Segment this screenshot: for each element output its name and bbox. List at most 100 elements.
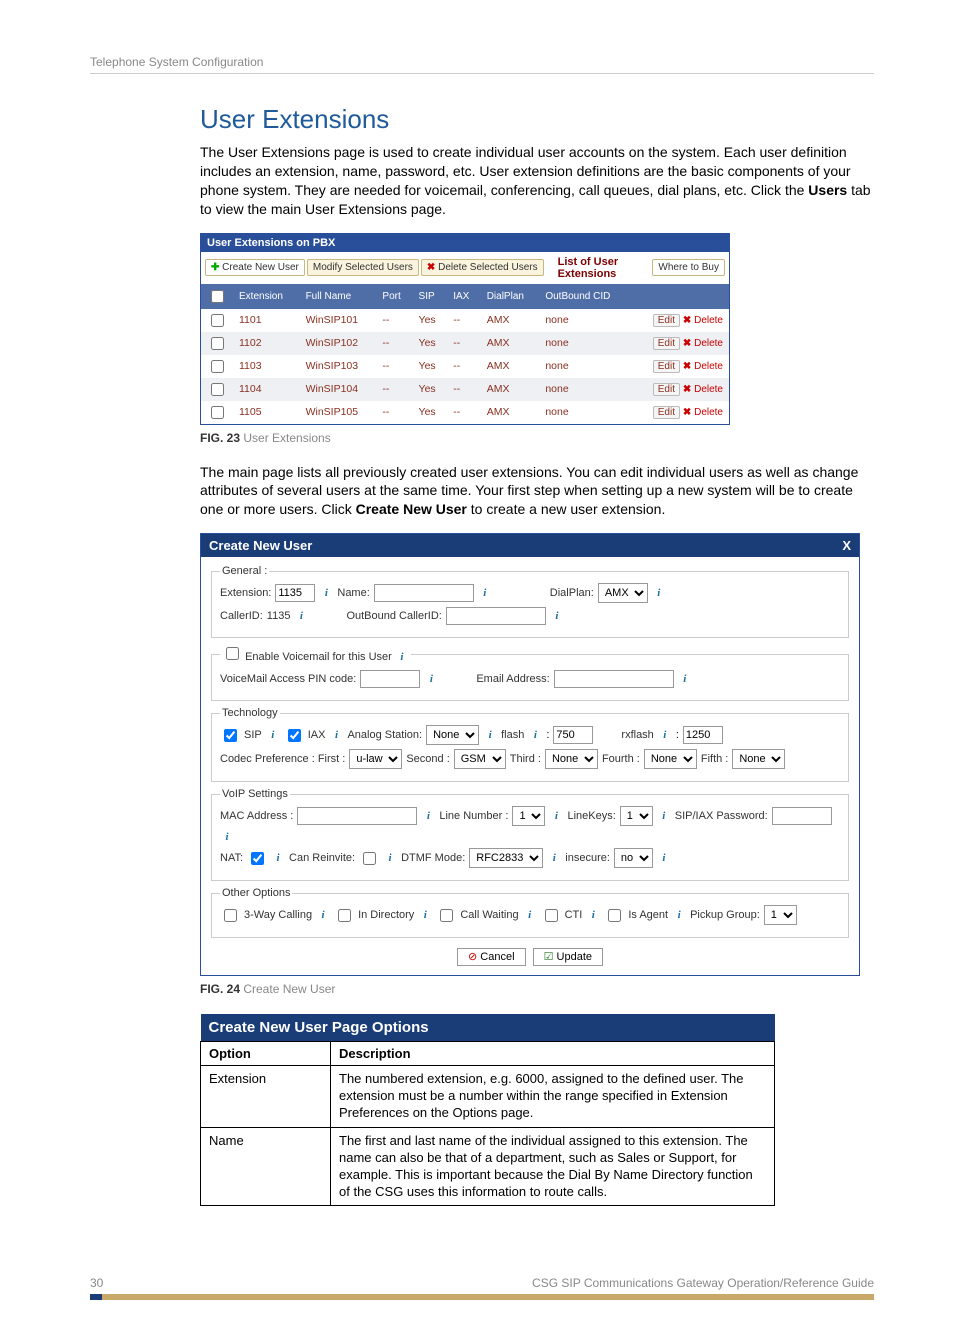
- outbound-cid-input[interactable]: [446, 607, 546, 625]
- codec2-select[interactable]: GSM: [454, 749, 506, 769]
- info-icon[interactable]: i: [294, 609, 308, 623]
- delete-button[interactable]: ✖ Delete: [683, 361, 723, 372]
- create-new-user-button[interactable]: ✚ Create New User: [205, 259, 305, 276]
- linenum-select[interactable]: 1: [512, 806, 545, 826]
- nat-checkbox[interactable]: [251, 852, 264, 865]
- cti-checkbox[interactable]: [545, 909, 558, 922]
- name-input[interactable]: [374, 584, 474, 602]
- dialplan-select[interactable]: AMX: [598, 583, 648, 603]
- doc-title-footer: CSG SIP Communications Gateway Operation…: [532, 1276, 874, 1290]
- rxflash-input[interactable]: [683, 726, 723, 744]
- edit-button[interactable]: Edit: [653, 314, 680, 327]
- pickup-label: Pickup Group:: [690, 909, 760, 921]
- update-button[interactable]: ☑ Update: [533, 948, 603, 966]
- cell-cid: none: [539, 309, 631, 332]
- options-table-title: Create New User Page Options: [201, 1014, 775, 1042]
- info-icon[interactable]: i: [418, 908, 432, 922]
- row-checkbox[interactable]: [211, 406, 224, 419]
- mac-input[interactable]: [297, 807, 417, 825]
- info-icon[interactable]: i: [266, 728, 280, 742]
- linekeys-select[interactable]: 1: [620, 806, 653, 826]
- delete-button[interactable]: ✖ Delete: [683, 407, 723, 418]
- info-icon[interactable]: i: [652, 586, 666, 600]
- info-icon[interactable]: i: [547, 851, 561, 865]
- dtmf-select[interactable]: RFC2833: [469, 848, 543, 868]
- insecure-select[interactable]: no: [614, 848, 653, 868]
- isagent-checkbox[interactable]: [608, 909, 621, 922]
- page-footer: 30 CSG SIP Communications Gateway Operat…: [90, 1276, 874, 1290]
- cell-name: WinSIP105: [300, 401, 377, 424]
- dialog-close-button[interactable]: X: [842, 538, 851, 553]
- row-checkbox[interactable]: [211, 314, 224, 327]
- extension-input[interactable]: [275, 584, 315, 602]
- delete-selected-button[interactable]: ✖ Delete Selected Users: [421, 259, 544, 276]
- info-icon[interactable]: i: [658, 728, 672, 742]
- enable-voicemail-checkbox[interactable]: [226, 647, 239, 660]
- email-input[interactable]: [554, 670, 674, 688]
- cancel-button[interactable]: ⊘ Cancel: [457, 948, 526, 966]
- select-all-checkbox[interactable]: [211, 290, 224, 303]
- delete-button[interactable]: ✖ Delete: [683, 384, 723, 395]
- info-icon[interactable]: i: [523, 908, 537, 922]
- info-icon[interactable]: i: [586, 908, 600, 922]
- info-icon[interactable]: i: [672, 908, 686, 922]
- iax-checkbox[interactable]: [288, 729, 301, 742]
- row-checkbox[interactable]: [211, 337, 224, 350]
- opt-name: Extension: [201, 1066, 331, 1128]
- cti-label: CTI: [565, 909, 583, 921]
- info-icon[interactable]: i: [657, 851, 671, 865]
- nat-label: NAT:: [220, 852, 243, 864]
- info-icon[interactable]: i: [271, 851, 285, 865]
- info-icon[interactable]: i: [528, 728, 542, 742]
- info-icon[interactable]: i: [549, 809, 563, 823]
- delete-button[interactable]: ✖ Delete: [683, 315, 723, 326]
- callwaiting-label: Call Waiting: [460, 909, 518, 921]
- info-icon[interactable]: i: [657, 809, 671, 823]
- cell-dp: AMX: [481, 309, 540, 332]
- edit-button[interactable]: Edit: [653, 383, 680, 396]
- info-icon[interactable]: i: [483, 728, 497, 742]
- voicemail-fieldset: Enable Voicemail for this User i VoiceMa…: [211, 644, 849, 701]
- codec4-select[interactable]: None: [644, 749, 697, 769]
- col-checkbox[interactable]: [201, 284, 233, 309]
- where-to-buy-button[interactable]: Where to Buy: [652, 259, 725, 276]
- info-icon[interactable]: i: [395, 650, 409, 664]
- cell-name: WinSIP101: [300, 309, 377, 332]
- info-icon[interactable]: i: [421, 809, 435, 823]
- row-checkbox[interactable]: [211, 360, 224, 373]
- modify-selected-button[interactable]: Modify Selected Users: [307, 259, 419, 276]
- vm-pin-input[interactable]: [360, 670, 420, 688]
- edit-button[interactable]: Edit: [653, 360, 680, 373]
- info-icon[interactable]: i: [550, 609, 564, 623]
- codec-third-label: Third :: [510, 753, 541, 765]
- edit-button[interactable]: Edit: [653, 337, 680, 350]
- section-heading: User Extensions: [200, 104, 874, 135]
- info-icon[interactable]: i: [424, 672, 438, 686]
- codec1-select[interactable]: u-law: [349, 749, 402, 769]
- edit-button[interactable]: Edit: [653, 406, 680, 419]
- cell-name: WinSIP103: [300, 355, 377, 378]
- cell-ext: 1102: [233, 332, 300, 355]
- info-icon[interactable]: i: [478, 586, 492, 600]
- pickup-select[interactable]: 1: [764, 905, 797, 925]
- info-icon[interactable]: i: [329, 728, 343, 742]
- info-icon[interactable]: i: [319, 586, 333, 600]
- codec3-select[interactable]: None: [545, 749, 598, 769]
- info-icon[interactable]: i: [383, 851, 397, 865]
- info-icon[interactable]: i: [316, 908, 330, 922]
- cell-dp: AMX: [481, 332, 540, 355]
- cell-port: --: [376, 355, 412, 378]
- sipiax-pw-input[interactable]: [772, 807, 832, 825]
- threeway-checkbox[interactable]: [224, 909, 237, 922]
- reinvite-checkbox[interactable]: [363, 852, 376, 865]
- info-icon[interactable]: i: [220, 830, 234, 844]
- sip-checkbox[interactable]: [224, 729, 237, 742]
- analog-select[interactable]: None: [426, 725, 479, 745]
- callwaiting-checkbox[interactable]: [440, 909, 453, 922]
- flash-input[interactable]: [553, 726, 593, 744]
- codec5-select[interactable]: None: [732, 749, 785, 769]
- row-checkbox[interactable]: [211, 383, 224, 396]
- info-icon[interactable]: i: [678, 672, 692, 686]
- indirectory-checkbox[interactable]: [338, 909, 351, 922]
- delete-button[interactable]: ✖ Delete: [683, 338, 723, 349]
